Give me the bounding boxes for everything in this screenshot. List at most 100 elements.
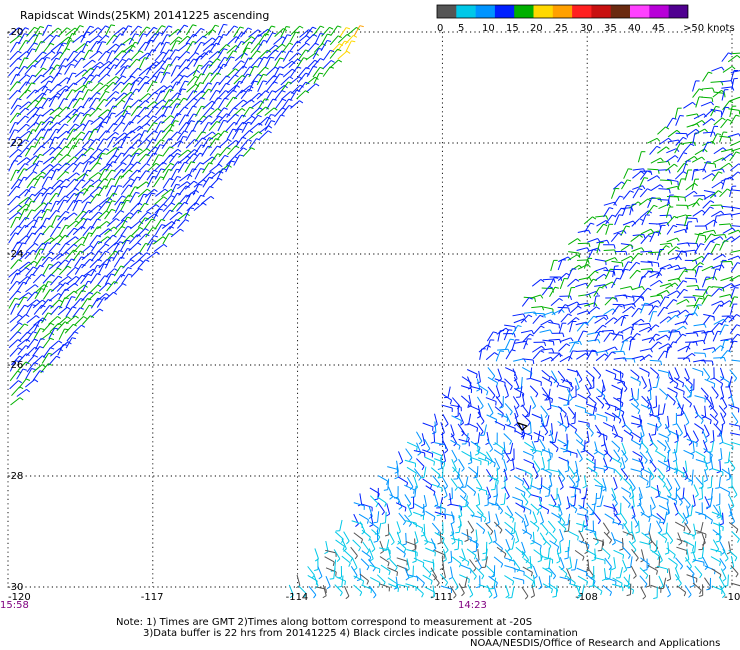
wind-barb-tick [595,407,597,413]
wind-barb [720,316,729,326]
wind-barb [121,105,129,117]
wind-barb-tick [657,341,662,345]
wind-barb-tick [40,232,45,236]
wind-barb-tick [17,136,22,139]
wind-barb [368,505,373,517]
wind-barb-tick [186,181,191,185]
wind-barb [646,450,653,461]
wind-barb [731,206,740,210]
wind-barb [692,120,703,127]
wind-barb [200,50,210,60]
wind-barb-tick [727,382,730,387]
wind-barb [9,314,20,323]
wind-barb-tick [257,29,262,33]
wind-barb-tick [152,115,158,119]
wind-barb [131,227,141,237]
wind-barb [541,456,546,468]
wind-barb-tick [582,556,585,561]
wind-barb [98,197,109,206]
wind-barb-tick [216,58,221,61]
wind-barb [34,97,43,108]
wind-barb-tick [414,472,417,478]
wind-barb [566,415,570,427]
wind-barb-tick [457,515,462,518]
wind-barb [666,215,675,225]
wind-barb [511,339,516,351]
wind-barb [49,226,58,238]
wind-barb-tick [583,330,588,333]
wind-barb-tick [485,442,490,446]
wind-barb [667,415,670,427]
wind-barb [88,128,95,140]
wind-barb [450,478,458,488]
wind-barb-tick [74,331,79,334]
wind-barb-tick [585,283,589,287]
wind-barb-tick [136,161,141,165]
wind-barb [42,264,50,275]
wind-barb-tick [234,68,239,72]
wind-barb-tick [271,90,276,93]
wind-barb [585,457,596,465]
wind-barb [574,377,580,389]
wind-barb-tick [41,288,46,291]
wind-barb [700,521,704,533]
wind-barb [74,217,84,228]
wind-barb [711,264,722,269]
wind-barb-tick [122,75,127,79]
wind-barb [476,522,486,531]
wind-barb-tick [610,332,615,335]
wind-barb [621,449,629,460]
legend-label: 45 [652,23,665,34]
wind-barb [603,465,615,470]
wind-barb-tick [115,57,120,61]
wind-barb [33,304,43,315]
wind-barb [389,558,398,568]
wind-barb-tick [726,478,731,481]
wind-barb-tick [708,403,712,408]
wind-barb-tick [693,141,697,146]
wind-barb [657,146,667,154]
wind-barb-tick [703,323,707,328]
wind-barb-tick [91,107,96,111]
wind-barb [112,99,123,109]
wind-barb [557,272,567,281]
wind-barb-tick [130,146,135,150]
wind-barb [569,342,576,353]
wind-barb-tick [264,33,270,36]
wind-barb-tick [33,171,38,174]
wind-barb-tick [643,168,646,173]
wind-barb-tick [256,138,261,141]
wind-barb [450,439,461,447]
wind-barb [66,128,74,140]
wind-barb [504,324,516,328]
wind-barb-tick [104,178,109,181]
wind-barb-tick [50,322,55,326]
wind-barb-tick [707,252,713,255]
wind-barb-tick [102,121,107,124]
wind-barb-tick [348,562,351,567]
wind-barb-tick [682,333,687,337]
wind-barb [667,310,679,315]
wind-barb [674,108,679,120]
wind-barb [397,540,407,550]
wind-barb [630,323,635,335]
wind-barb-tick [71,89,77,92]
wind-barb [720,386,725,398]
wind-barb [593,295,597,307]
wind-barb [612,433,623,439]
wind-barb-tick [514,415,519,419]
wind-barb [459,495,469,504]
wind-barb-tick [144,228,149,232]
wind-barb [659,282,671,288]
wind-barb [41,116,51,126]
wind-barb [32,364,43,373]
wind-barb [584,487,588,499]
wind-barb-tick [92,59,96,63]
wind-barb [621,326,632,333]
wind-barb-tick [126,136,131,139]
wind-barb-tick [718,322,723,326]
wind-barb [650,513,661,521]
wind-barb [486,331,494,342]
wind-barb [574,404,586,410]
wind-barb-tick [113,154,118,158]
